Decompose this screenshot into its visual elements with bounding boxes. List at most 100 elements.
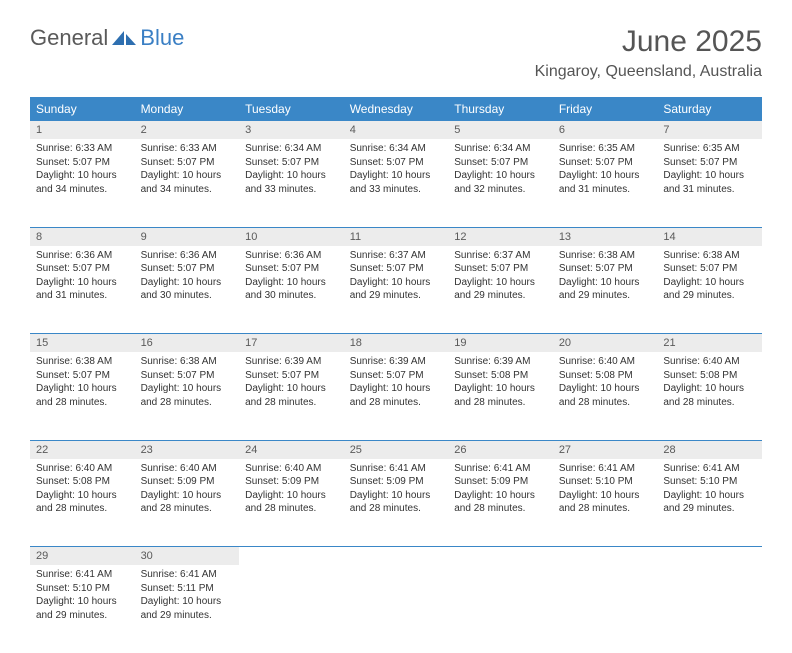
sunrise-line: Sunrise: 6:36 AM bbox=[245, 249, 338, 263]
day-cell-body: Sunrise: 6:37 AMSunset: 5:07 PMDaylight:… bbox=[448, 246, 553, 309]
day-cell-body: Sunrise: 6:36 AMSunset: 5:07 PMDaylight:… bbox=[239, 246, 344, 309]
day-number: 10 bbox=[239, 227, 344, 246]
day-cell-body: Sunrise: 6:35 AMSunset: 5:07 PMDaylight:… bbox=[553, 139, 658, 202]
daylight-line: Daylight: 10 hours and 33 minutes. bbox=[350, 169, 443, 196]
sunrise-line: Sunrise: 6:34 AM bbox=[245, 142, 338, 156]
sunset-line: Sunset: 5:07 PM bbox=[141, 262, 234, 276]
week-row: Sunrise: 6:41 AMSunset: 5:10 PMDaylight:… bbox=[30, 565, 762, 653]
day-number: 3 bbox=[239, 121, 344, 139]
sunset-line: Sunset: 5:07 PM bbox=[663, 262, 756, 276]
day-cell-body: Sunrise: 6:33 AMSunset: 5:07 PMDaylight:… bbox=[135, 139, 240, 202]
day-cell-body: Sunrise: 6:41 AMSunset: 5:10 PMDaylight:… bbox=[30, 565, 135, 628]
sunrise-line: Sunrise: 6:38 AM bbox=[141, 355, 234, 369]
day-cell-body: Sunrise: 6:38 AMSunset: 5:07 PMDaylight:… bbox=[553, 246, 658, 309]
day-cell-body: Sunrise: 6:38 AMSunset: 5:07 PMDaylight:… bbox=[30, 352, 135, 415]
sunrise-line: Sunrise: 6:40 AM bbox=[559, 355, 652, 369]
daylight-line: Daylight: 10 hours and 28 minutes. bbox=[36, 489, 129, 516]
day-cell-body: Sunrise: 6:36 AMSunset: 5:07 PMDaylight:… bbox=[135, 246, 240, 309]
day-cell-body: Sunrise: 6:34 AMSunset: 5:07 PMDaylight:… bbox=[239, 139, 344, 202]
daylight-line: Daylight: 10 hours and 31 minutes. bbox=[36, 276, 129, 303]
sunset-line: Sunset: 5:11 PM bbox=[141, 582, 234, 596]
day-number: 11 bbox=[344, 227, 449, 246]
day-cell: Sunrise: 6:36 AMSunset: 5:07 PMDaylight:… bbox=[135, 246, 240, 334]
sunset-line: Sunset: 5:07 PM bbox=[36, 369, 129, 383]
daylight-line: Daylight: 10 hours and 28 minutes. bbox=[663, 382, 756, 409]
week-row: Sunrise: 6:36 AMSunset: 5:07 PMDaylight:… bbox=[30, 246, 762, 334]
day-number: 6 bbox=[553, 121, 658, 139]
day-number: 23 bbox=[135, 440, 240, 459]
daylight-line: Daylight: 10 hours and 29 minutes. bbox=[559, 276, 652, 303]
daynum-row: 1234567 bbox=[30, 121, 762, 139]
weekday-header: Tuesday bbox=[239, 97, 344, 121]
sunrise-line: Sunrise: 6:37 AM bbox=[350, 249, 443, 263]
sunrise-line: Sunrise: 6:40 AM bbox=[663, 355, 756, 369]
daynum-row: 22232425262728 bbox=[30, 440, 762, 459]
day-cell-body: Sunrise: 6:40 AMSunset: 5:08 PMDaylight:… bbox=[30, 459, 135, 522]
day-cell: Sunrise: 6:37 AMSunset: 5:07 PMDaylight:… bbox=[448, 246, 553, 334]
daylight-line: Daylight: 10 hours and 32 minutes. bbox=[454, 169, 547, 196]
day-cell: Sunrise: 6:41 AMSunset: 5:10 PMDaylight:… bbox=[30, 565, 135, 653]
day-cell: Sunrise: 6:38 AMSunset: 5:07 PMDaylight:… bbox=[30, 352, 135, 440]
day-cell-body: Sunrise: 6:39 AMSunset: 5:07 PMDaylight:… bbox=[239, 352, 344, 415]
day-cell: Sunrise: 6:41 AMSunset: 5:10 PMDaylight:… bbox=[553, 459, 658, 547]
header: General Blue June 2025 Kingaroy, Queensl… bbox=[0, 0, 792, 89]
day-number: 18 bbox=[344, 334, 449, 353]
day-cell bbox=[239, 565, 344, 653]
day-number: 27 bbox=[553, 440, 658, 459]
day-number: 17 bbox=[239, 334, 344, 353]
weekday-header: Sunday bbox=[30, 97, 135, 121]
day-cell: Sunrise: 6:40 AMSunset: 5:09 PMDaylight:… bbox=[135, 459, 240, 547]
sunset-line: Sunset: 5:07 PM bbox=[245, 369, 338, 383]
sunset-line: Sunset: 5:07 PM bbox=[350, 369, 443, 383]
daylight-line: Daylight: 10 hours and 30 minutes. bbox=[141, 276, 234, 303]
sunrise-line: Sunrise: 6:37 AM bbox=[454, 249, 547, 263]
day-cell: Sunrise: 6:38 AMSunset: 5:07 PMDaylight:… bbox=[553, 246, 658, 334]
day-number: 28 bbox=[657, 440, 762, 459]
sunset-line: Sunset: 5:10 PM bbox=[663, 475, 756, 489]
sunrise-line: Sunrise: 6:41 AM bbox=[454, 462, 547, 476]
daylight-line: Daylight: 10 hours and 28 minutes. bbox=[454, 489, 547, 516]
day-cell-body: Sunrise: 6:41 AMSunset: 5:11 PMDaylight:… bbox=[135, 565, 240, 628]
day-number: 8 bbox=[30, 227, 135, 246]
daylight-line: Daylight: 10 hours and 28 minutes. bbox=[141, 382, 234, 409]
day-number: 1 bbox=[30, 121, 135, 139]
sunset-line: Sunset: 5:07 PM bbox=[245, 156, 338, 170]
day-cell: Sunrise: 6:41 AMSunset: 5:11 PMDaylight:… bbox=[135, 565, 240, 653]
sunrise-line: Sunrise: 6:41 AM bbox=[36, 568, 129, 582]
day-cell-body: Sunrise: 6:37 AMSunset: 5:07 PMDaylight:… bbox=[344, 246, 449, 309]
day-number: 5 bbox=[448, 121, 553, 139]
day-cell-body: Sunrise: 6:40 AMSunset: 5:08 PMDaylight:… bbox=[657, 352, 762, 415]
sunset-line: Sunset: 5:07 PM bbox=[350, 156, 443, 170]
logo-text-blue: Blue bbox=[140, 25, 184, 51]
day-number: 20 bbox=[553, 334, 658, 353]
day-cell: Sunrise: 6:33 AMSunset: 5:07 PMDaylight:… bbox=[135, 139, 240, 227]
day-cell-body: Sunrise: 6:35 AMSunset: 5:07 PMDaylight:… bbox=[657, 139, 762, 202]
daynum-row: 15161718192021 bbox=[30, 334, 762, 353]
sunset-line: Sunset: 5:09 PM bbox=[245, 475, 338, 489]
week-row: Sunrise: 6:38 AMSunset: 5:07 PMDaylight:… bbox=[30, 352, 762, 440]
sunrise-line: Sunrise: 6:40 AM bbox=[36, 462, 129, 476]
day-cell: Sunrise: 6:41 AMSunset: 5:09 PMDaylight:… bbox=[344, 459, 449, 547]
sunrise-line: Sunrise: 6:33 AM bbox=[36, 142, 129, 156]
sunrise-line: Sunrise: 6:36 AM bbox=[36, 249, 129, 263]
day-cell-body: Sunrise: 6:41 AMSunset: 5:09 PMDaylight:… bbox=[448, 459, 553, 522]
day-cell-body: Sunrise: 6:40 AMSunset: 5:08 PMDaylight:… bbox=[553, 352, 658, 415]
daylight-line: Daylight: 10 hours and 28 minutes. bbox=[559, 489, 652, 516]
day-number bbox=[344, 547, 449, 566]
logo-text-general: General bbox=[30, 25, 108, 51]
sunset-line: Sunset: 5:08 PM bbox=[559, 369, 652, 383]
day-cell: Sunrise: 6:40 AMSunset: 5:08 PMDaylight:… bbox=[553, 352, 658, 440]
day-cell: Sunrise: 6:38 AMSunset: 5:07 PMDaylight:… bbox=[657, 246, 762, 334]
sunrise-line: Sunrise: 6:38 AM bbox=[559, 249, 652, 263]
sunset-line: Sunset: 5:07 PM bbox=[350, 262, 443, 276]
sunrise-line: Sunrise: 6:41 AM bbox=[141, 568, 234, 582]
day-cell-body: Sunrise: 6:38 AMSunset: 5:07 PMDaylight:… bbox=[135, 352, 240, 415]
daylight-line: Daylight: 10 hours and 28 minutes. bbox=[245, 489, 338, 516]
sunrise-line: Sunrise: 6:38 AM bbox=[36, 355, 129, 369]
daylight-line: Daylight: 10 hours and 29 minutes. bbox=[141, 595, 234, 622]
logo-sail-icon bbox=[110, 29, 138, 47]
week-row: Sunrise: 6:33 AMSunset: 5:07 PMDaylight:… bbox=[30, 139, 762, 227]
day-number bbox=[448, 547, 553, 566]
page-title: June 2025 bbox=[535, 25, 762, 59]
sunrise-line: Sunrise: 6:41 AM bbox=[350, 462, 443, 476]
